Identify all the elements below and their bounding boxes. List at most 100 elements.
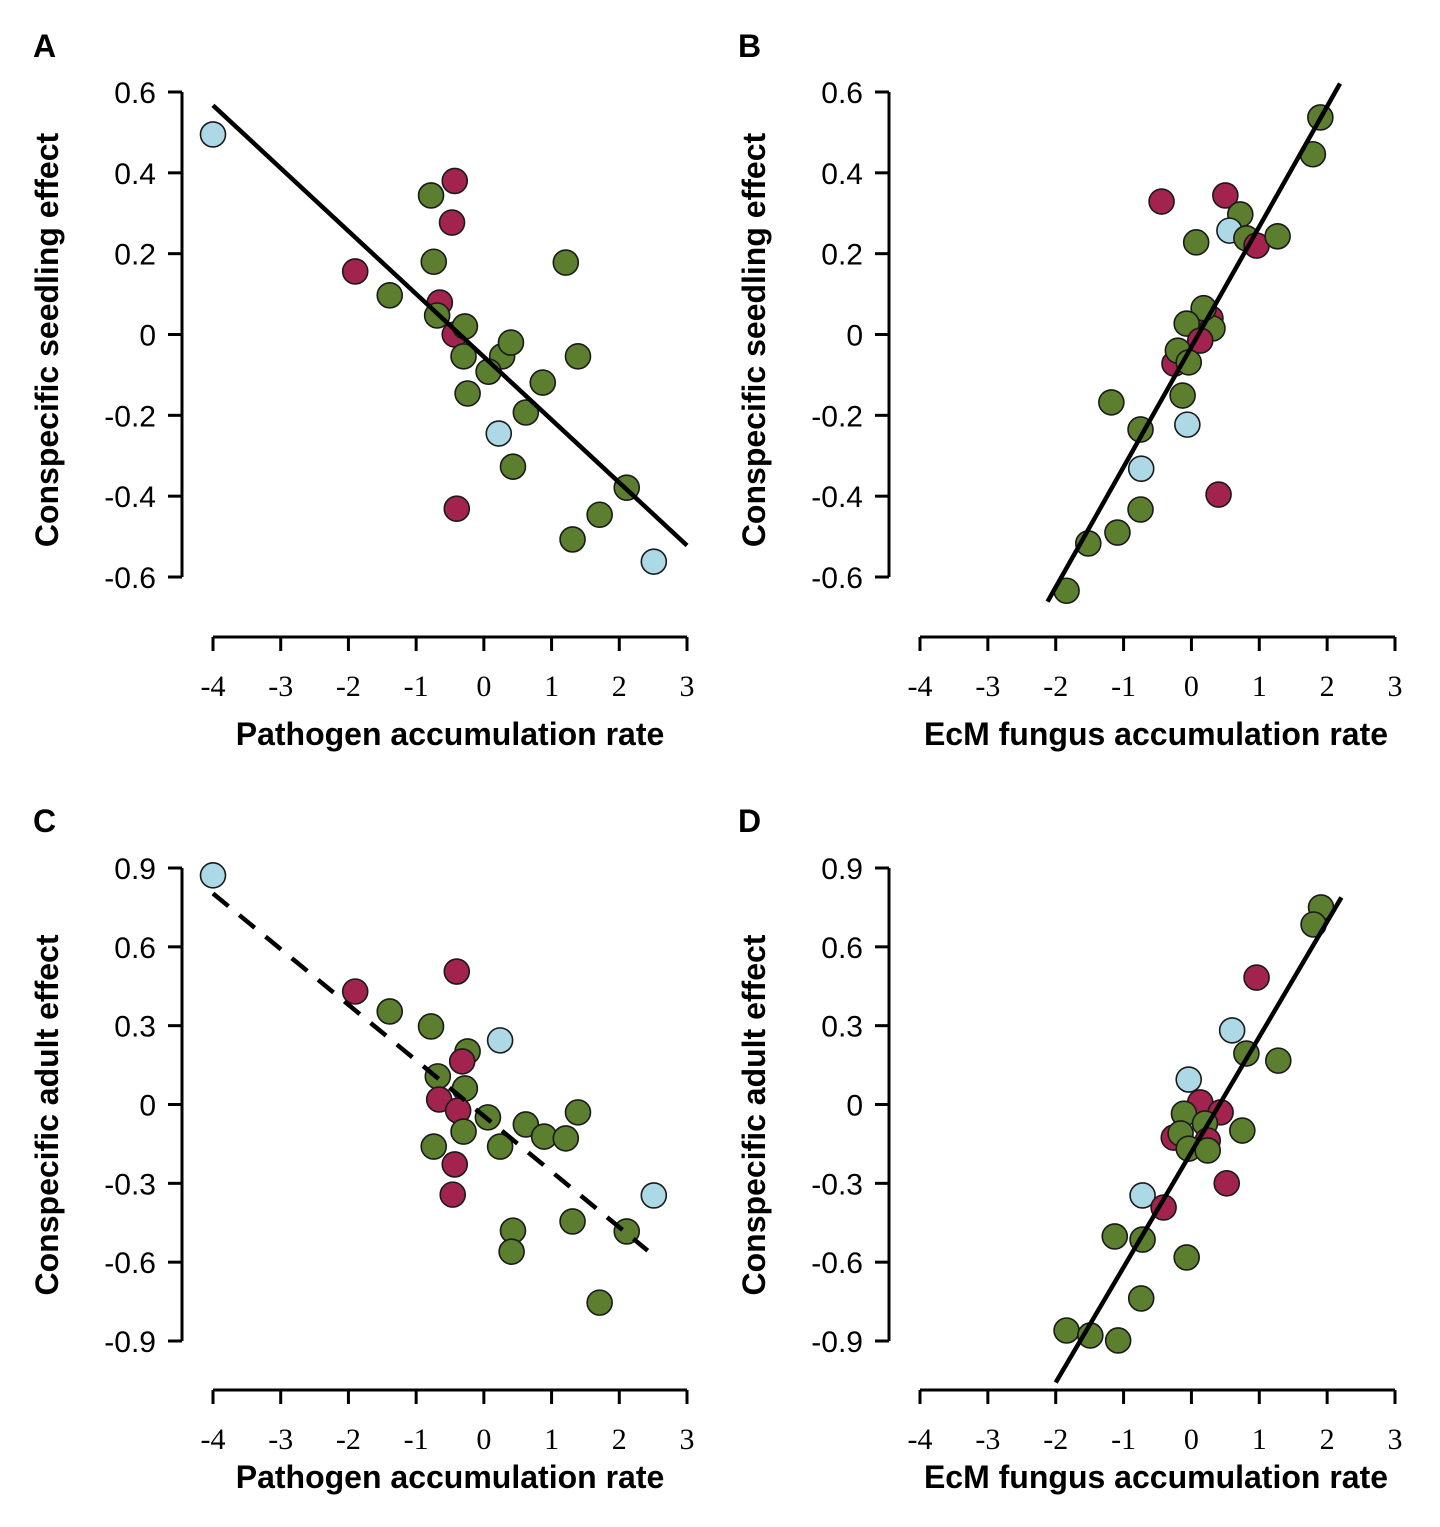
x-axis-label: EcM fungus accumulation rate — [924, 1459, 1388, 1495]
y-tick-label: 0.9 — [114, 853, 156, 886]
y-tick-label: 0.6 — [114, 932, 156, 965]
data-point-green — [1104, 1327, 1132, 1354]
x-tick-label: -4 — [908, 1423, 933, 1456]
data-point-red — [1148, 188, 1175, 215]
data-point-lightblue — [1218, 1017, 1246, 1044]
data-point-green — [1098, 389, 1125, 416]
x-tick-label: -1 — [1111, 670, 1136, 703]
data-point-red — [441, 167, 469, 195]
x-tick-label: 2 — [612, 670, 627, 703]
x-axis-label: EcM fungus accumulation rate — [924, 716, 1388, 752]
x-tick-label: 3 — [680, 670, 695, 703]
x-tick-label: -4 — [201, 670, 226, 703]
y-tick-label: -0.6 — [811, 562, 863, 595]
y-tick-label: 0 — [139, 1090, 156, 1123]
data-point-green — [451, 313, 479, 340]
x-tick-label: -3 — [975, 1423, 1000, 1456]
y-tick-label: -0.6 — [811, 1247, 863, 1280]
data-point-red — [1205, 481, 1232, 508]
y-tick-label: 0 — [846, 1090, 863, 1123]
x-tick-label: -4 — [201, 1423, 226, 1456]
x-tick-label: -2 — [336, 1423, 361, 1456]
x-tick-label: 2 — [612, 1423, 627, 1456]
y-tick-label: 0.6 — [821, 77, 863, 110]
data-point-red — [438, 209, 466, 236]
x-tick-label: -2 — [336, 670, 361, 703]
data-point-lightblue — [640, 548, 668, 575]
data-point-lightblue — [1129, 1182, 1156, 1209]
data-point-green — [420, 1133, 448, 1160]
data-point-green — [552, 1125, 580, 1152]
y-tick-label: 0.6 — [821, 932, 863, 965]
fit-line — [211, 891, 650, 1253]
x-tick-label: -2 — [1043, 670, 1068, 703]
y-tick-label: -0.9 — [104, 1326, 156, 1359]
y-axis-label: Conspecific seedling effect — [29, 132, 65, 547]
data-point-red — [443, 495, 471, 522]
x-tick-label: 0 — [1184, 1423, 1199, 1456]
data-point-green — [586, 1289, 613, 1316]
y-tick-label: 0.4 — [821, 158, 863, 191]
x-tick-label: 3 — [1388, 1423, 1403, 1456]
data-point-green — [486, 1133, 514, 1160]
y-tick-label: 0.2 — [114, 239, 156, 272]
data-point-lightblue — [199, 862, 227, 889]
data-point-green — [1229, 1117, 1256, 1144]
y-tick-label: 0.9 — [821, 853, 863, 886]
y-tick-label: 0.3 — [114, 1011, 156, 1044]
data-point-lightblue — [199, 121, 227, 148]
data-point-green — [499, 453, 527, 480]
x-tick-label: 1 — [1252, 670, 1267, 703]
data-point-green — [559, 526, 586, 553]
x-axis-label: Pathogen accumulation rate — [236, 1459, 665, 1495]
panel-letter: A — [33, 28, 56, 64]
x-tick-label: 0 — [1184, 670, 1199, 703]
data-point-red — [1243, 964, 1270, 991]
x-tick-label: 3 — [680, 1423, 695, 1456]
y-tick-label: -0.2 — [811, 400, 863, 433]
y-tick-label: 0 — [846, 320, 863, 353]
data-point-green — [450, 1118, 477, 1145]
panel-letter: D — [738, 803, 761, 839]
data-point-green — [1169, 382, 1196, 409]
data-point-green — [586, 501, 613, 529]
x-tick-label: -4 — [908, 670, 933, 703]
data-point-green — [529, 369, 557, 396]
y-axis-label: Conspecific seedling effect — [736, 132, 772, 547]
y-tick-label: -0.9 — [811, 1326, 863, 1359]
x-tick-label: -3 — [268, 1423, 293, 1456]
data-point-green — [564, 1099, 592, 1126]
x-axis-label: Pathogen accumulation rate — [236, 716, 665, 752]
data-point-lightblue — [640, 1182, 668, 1209]
y-tick-label: 0.4 — [114, 158, 156, 191]
data-point-green — [1101, 1223, 1129, 1250]
y-tick-label: -0.6 — [104, 562, 156, 595]
data-point-red — [341, 978, 369, 1005]
data-point-green — [1182, 229, 1210, 256]
data-point-green — [454, 380, 481, 407]
fit-line — [1053, 896, 1344, 1384]
x-tick-label: -2 — [1043, 1423, 1068, 1456]
panel-letter: B — [738, 28, 761, 64]
data-point-lightblue — [1175, 1066, 1203, 1093]
data-point-green — [1127, 1285, 1155, 1312]
data-point-green — [512, 1111, 540, 1138]
x-tick-label: -3 — [975, 670, 1000, 703]
data-point-lightblue — [1127, 455, 1155, 482]
x-tick-label: 1 — [544, 670, 559, 703]
data-point-green — [1264, 222, 1291, 250]
data-point-green — [498, 1238, 525, 1265]
panel-letter: C — [33, 803, 56, 839]
x-tick-label: 0 — [476, 670, 491, 703]
data-point-green — [552, 249, 580, 276]
y-tick-label: 0.6 — [114, 77, 156, 110]
y-tick-label: 0.2 — [821, 239, 863, 272]
y-tick-label: -0.4 — [104, 481, 156, 514]
y-tick-label: -0.3 — [104, 1168, 156, 1201]
data-point-green — [564, 343, 592, 370]
data-point-green — [376, 998, 404, 1025]
data-point-lightblue — [1174, 411, 1201, 438]
y-axis-label: Conspecific adult effect — [29, 934, 65, 1295]
